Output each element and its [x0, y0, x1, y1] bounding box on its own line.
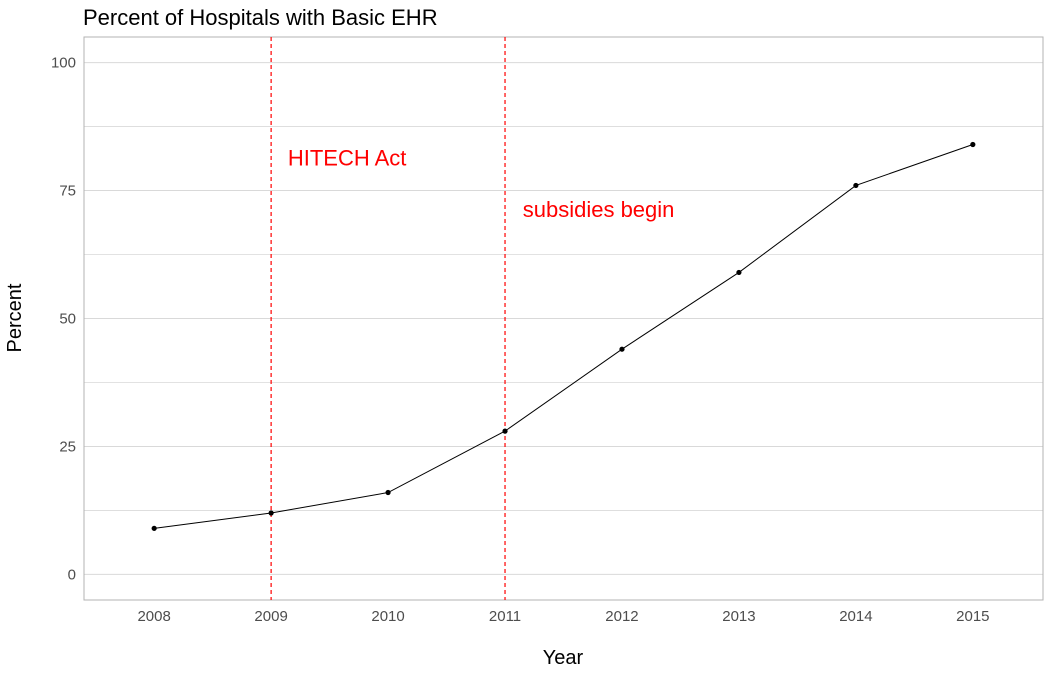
y-tick-label: 50	[59, 311, 76, 328]
data-point	[268, 510, 274, 516]
y-tick-label: 75	[59, 183, 76, 200]
series-line	[154, 144, 973, 529]
x-tick-label: 2012	[605, 608, 638, 625]
series	[151, 141, 976, 531]
y-axis-title: Percent	[4, 283, 26, 352]
axis-ticks: 0 25 50 75 100 2008 2009 2010 2011 2012 2013 2014 20…	[51, 55, 990, 625]
x-tick-label: 2015	[956, 608, 989, 625]
x-tick-label: 2013	[722, 608, 755, 625]
data-point	[736, 269, 742, 276]
grid	[84, 62, 1043, 575]
event-annotation: HITECH Act	[288, 146, 407, 171]
x-tick-label: 2011	[489, 608, 521, 625]
x-tick-label: 2010	[371, 608, 404, 625]
event-lines	[270, 37, 506, 600]
x-tick-label: 2014	[839, 608, 872, 625]
data-point	[151, 525, 157, 531]
event-annotation: subsidies begin	[523, 197, 675, 222]
x-tick-label: 2009	[254, 608, 287, 625]
chart-title: Percent of Hospitals with Basic EHR	[83, 5, 438, 30]
data-point	[970, 141, 976, 148]
y-tick-label: 0	[68, 566, 76, 583]
data-point	[502, 428, 508, 434]
x-tick-label: 2008	[137, 608, 170, 625]
y-tick-label: 25	[59, 438, 76, 455]
data-point	[853, 182, 859, 189]
y-tick-label: 100	[51, 55, 76, 72]
data-point	[619, 346, 625, 352]
plot-panel-border	[83, 36, 1044, 601]
data-point	[385, 489, 391, 496]
x-axis-title: Year	[543, 647, 584, 669]
annotations: HITECH Act subsidies begin	[288, 146, 675, 222]
